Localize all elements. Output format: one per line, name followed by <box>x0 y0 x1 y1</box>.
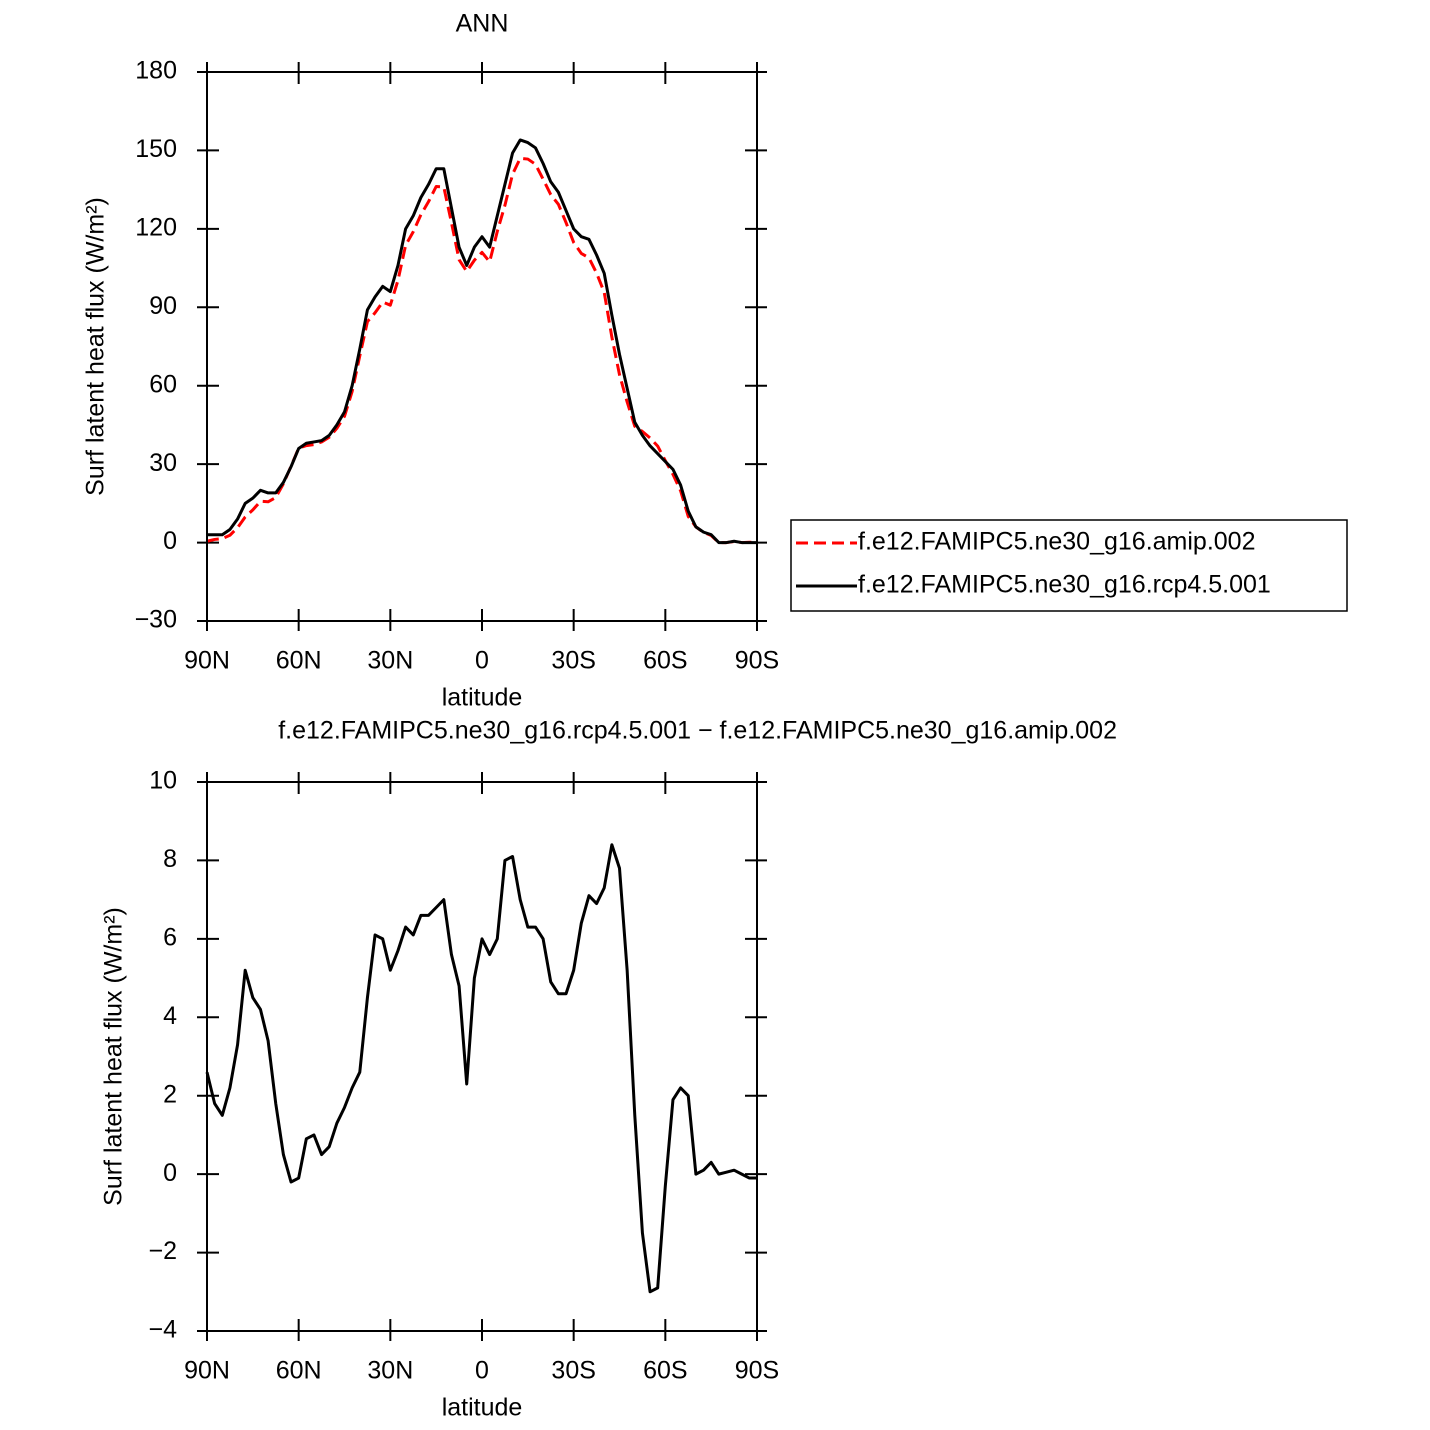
x-tick-label: 60N <box>276 1357 322 1385</box>
y-tick-label: −30 <box>135 606 177 634</box>
x-tick-label: 60N <box>276 647 322 675</box>
y-tick-label: 6 <box>163 923 177 951</box>
line-series <box>205 843 757 1294</box>
legend-label: f.e12.FAMIPC5.ne30_g16.rcp4.5.001 <box>858 571 1271 599</box>
x-tick-label: 30S <box>551 647 595 675</box>
y-tick-label: 2 <box>163 1080 177 1108</box>
y-tick-label: −2 <box>148 1237 177 1265</box>
x-tick-label: 60S <box>643 1357 687 1385</box>
y-tick-label: 8 <box>163 845 177 873</box>
chart-title: ANN <box>456 10 509 38</box>
plot-frame <box>206 71 758 622</box>
x-tick-label: 60S <box>643 647 687 675</box>
x-tick-label: 90N <box>184 647 230 675</box>
x-tick-label: 30S <box>551 1357 595 1385</box>
line-series <box>207 138 757 545</box>
y-tick-label: 60 <box>149 370 177 398</box>
y-tick-label: 90 <box>149 292 177 320</box>
y-tick-label: 120 <box>135 213 177 241</box>
x-tick-label: 90S <box>735 647 779 675</box>
x-tick-label: 0 <box>475 1357 489 1385</box>
x-axis-label: latitude <box>442 1394 523 1422</box>
x-tick-label: 30N <box>367 647 413 675</box>
x-axis-label: latitude <box>442 684 523 712</box>
y-tick-label: −4 <box>148 1316 177 1344</box>
chart-title: f.e12.FAMIPC5.ne30_g16.rcp4.5.001 − f.e1… <box>278 717 1117 745</box>
x-tick-label: 90N <box>184 1357 230 1385</box>
x-tick-label: 90S <box>735 1357 779 1385</box>
y-tick-label: 180 <box>135 57 177 85</box>
y-axis-label: Surf latent heat flux (W/m²) <box>100 907 128 1206</box>
y-tick-label: 10 <box>149 767 177 795</box>
legend-box <box>790 519 1348 612</box>
x-tick-label: 0 <box>475 647 489 675</box>
y-tick-label: 150 <box>135 135 177 163</box>
legend-label: f.e12.FAMIPC5.ne30_g16.amip.002 <box>858 528 1256 556</box>
line-series <box>206 156 757 545</box>
x-tick-label: 30N <box>367 1357 413 1385</box>
y-tick-label: 0 <box>163 527 177 555</box>
plot-frame <box>206 781 758 1332</box>
y-tick-label: 4 <box>163 1002 177 1030</box>
y-axis-label: Surf latent heat flux (W/m²) <box>82 197 110 496</box>
y-tick-label: 0 <box>163 1159 177 1187</box>
y-tick-label: 30 <box>149 449 177 477</box>
